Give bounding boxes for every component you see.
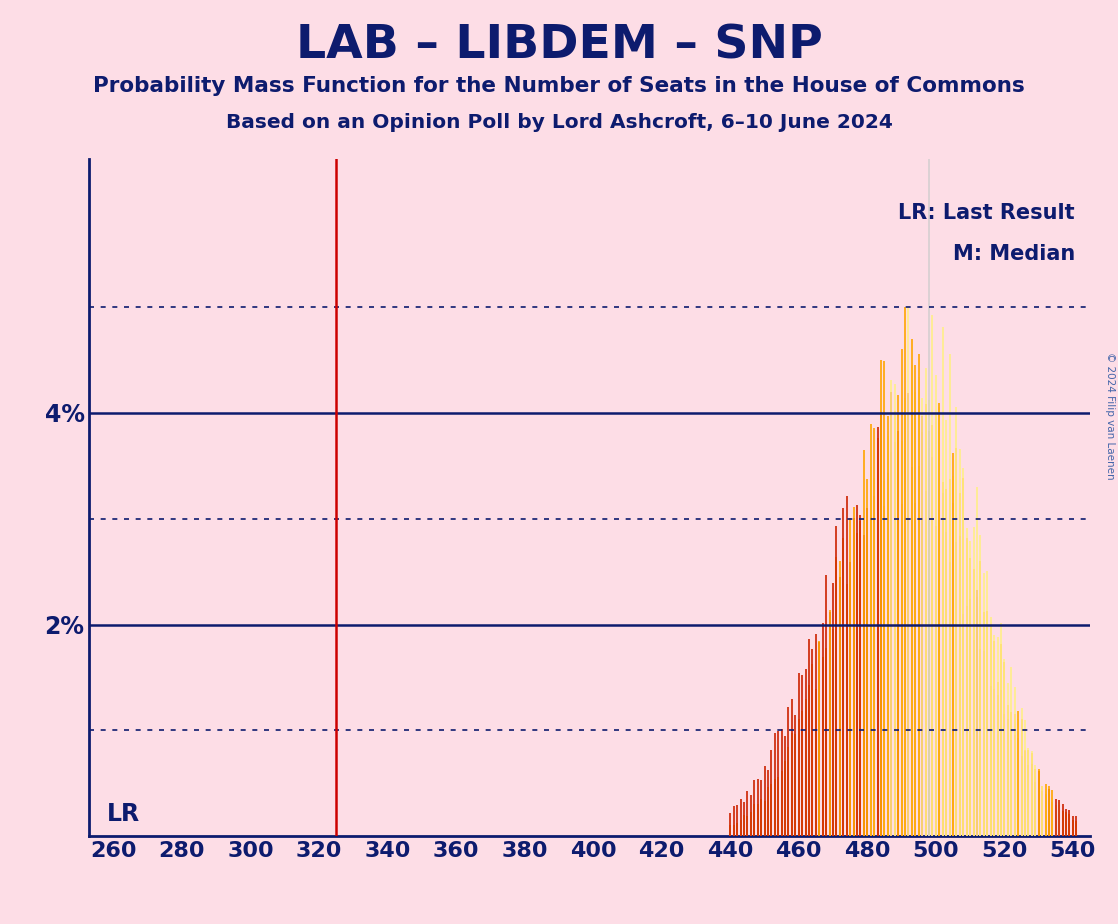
Text: M: Median: M: Median	[953, 244, 1076, 263]
Text: Probability Mass Function for the Number of Seats in the House of Commons: Probability Mass Function for the Number…	[93, 76, 1025, 96]
Text: Based on an Opinion Poll by Lord Ashcroft, 6–10 June 2024: Based on an Opinion Poll by Lord Ashcrof…	[226, 113, 892, 132]
Text: LAB – LIBDEM – SNP: LAB – LIBDEM – SNP	[295, 23, 823, 68]
Text: © 2024 Filip van Laenen: © 2024 Filip van Laenen	[1106, 352, 1115, 480]
Text: LR: Last Result: LR: Last Result	[899, 203, 1076, 223]
Text: LR: LR	[106, 802, 140, 826]
